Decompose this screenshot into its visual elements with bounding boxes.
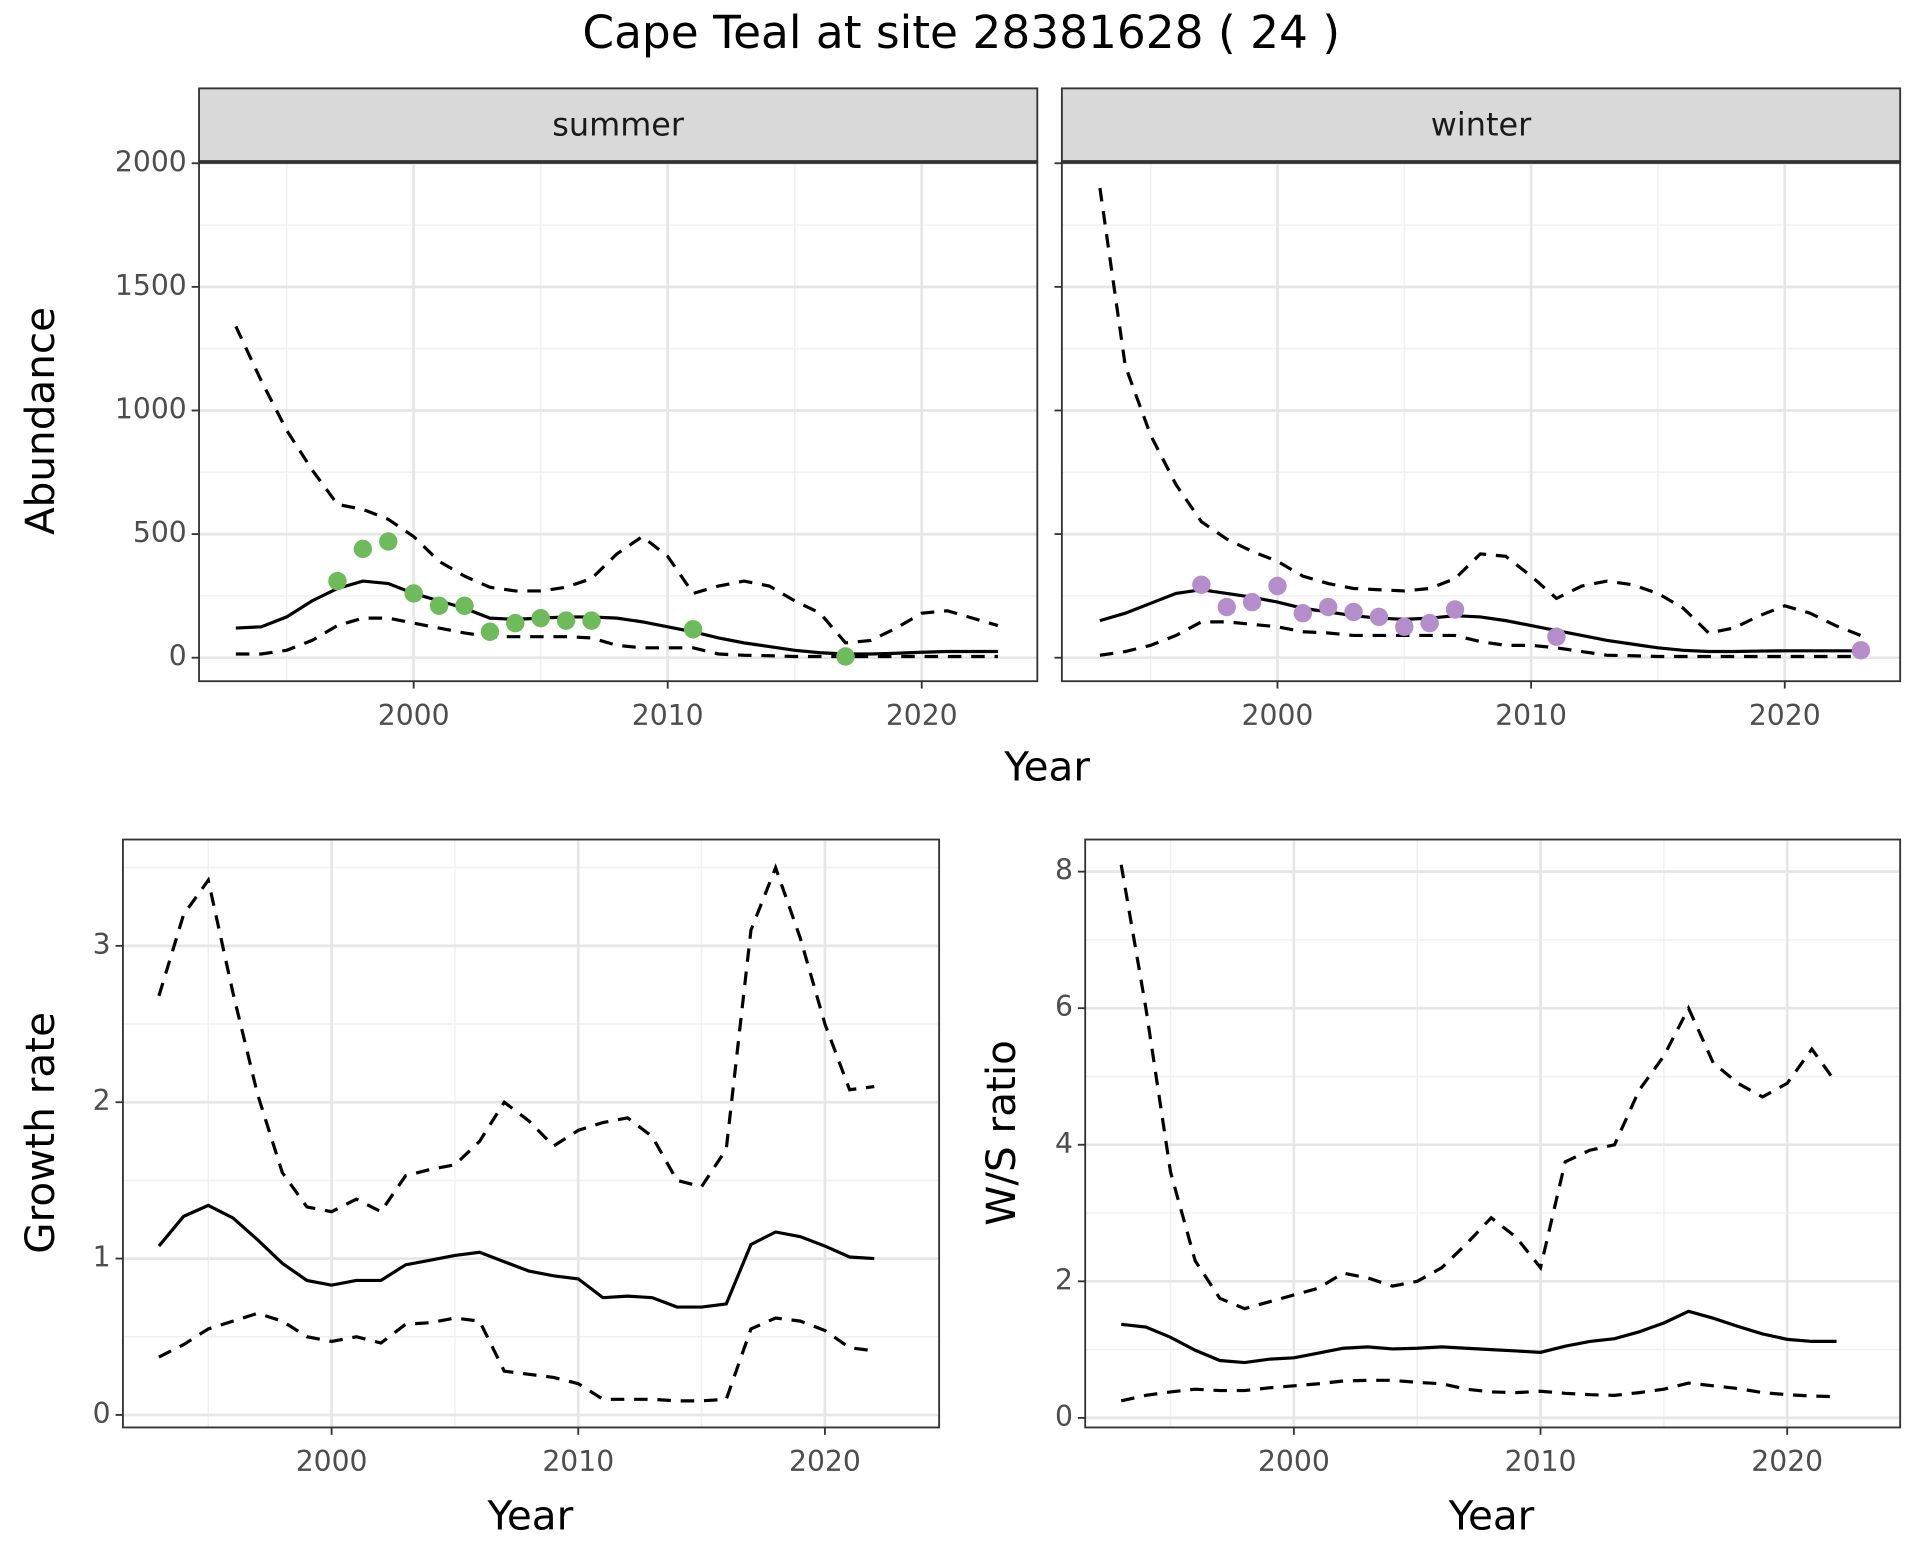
x-tick-label: 2010 (1505, 1445, 1577, 1478)
y-tick-label: 0 (169, 640, 187, 673)
data-point (582, 611, 601, 630)
panel-border (1084, 838, 1902, 1429)
data-point (531, 608, 550, 628)
x-tick-label: 2020 (886, 699, 958, 732)
series-line (235, 579, 998, 656)
series-line (1099, 588, 1861, 654)
strip-label: summer (552, 105, 685, 143)
panel-border (122, 838, 941, 1429)
data-point (1318, 597, 1338, 617)
x-tick-label: 2010 (1495, 699, 1567, 732)
series-line (1121, 1309, 1837, 1365)
data-point (1395, 617, 1414, 637)
strip (198, 87, 1039, 163)
x-axis-title: Year (1003, 743, 1090, 791)
data-point (429, 596, 449, 615)
data-point (1369, 607, 1389, 627)
data-point (556, 611, 576, 630)
y-tick-label: 1500 (115, 269, 187, 302)
figure-title: Cape Teal at site 28381628 ( 24 ) (582, 6, 1340, 59)
data-point (1547, 627, 1566, 646)
x-tick-label: 2010 (542, 1445, 614, 1478)
series-line (1119, 864, 1838, 1311)
data-point (353, 539, 373, 559)
data-point (404, 584, 423, 603)
series-line (157, 1203, 875, 1309)
data-point (1242, 592, 1262, 612)
y-tick-label: 3 (93, 928, 111, 961)
x-tick-label: 2000 (1242, 699, 1314, 732)
panel: 2000 2010 2020 0 1 2 3 Year Growth rate (16, 838, 941, 1539)
data-point (328, 571, 347, 591)
data-point (1192, 575, 1211, 594)
y-tick-label: 2 (93, 1084, 111, 1117)
data-point (506, 613, 525, 633)
y-tick-label: 2 (1055, 1263, 1073, 1296)
y-tick-label: 8 (1055, 854, 1073, 887)
y-tick-label: 4 (1055, 1127, 1073, 1160)
x-tick-label: 2000 (378, 699, 450, 732)
strip (1060, 87, 1902, 163)
x-axis-title: Year (487, 1491, 574, 1539)
y-axis-title: Growth rate (16, 1012, 64, 1254)
panel: 2000 2010 2020 0 500 1000 1500 2000 summer Year Ab… (16, 87, 1090, 791)
x-tick-label: 2020 (1749, 699, 1821, 732)
y-tick-label: 2000 (115, 145, 187, 178)
y-axis-title: Abundance (16, 307, 64, 535)
data-point (1217, 597, 1236, 617)
x-axis-title: Year (1448, 1491, 1535, 1539)
data-point (480, 622, 500, 641)
y-axis-title: W/S ratio (977, 1040, 1025, 1226)
x-tick-label: 2020 (1751, 1445, 1823, 1478)
y-tick-label: 1 (93, 1241, 111, 1274)
data-point (379, 532, 398, 551)
series-line (1098, 187, 1862, 637)
x-tick-label: 2010 (632, 699, 704, 732)
y-tick-label: 0 (1055, 1400, 1073, 1433)
series-line (158, 1311, 875, 1403)
y-tick-label: 0 (93, 1397, 111, 1430)
strip-label: winter (1431, 105, 1532, 143)
series-line (1120, 1378, 1837, 1403)
panel: 2000 2010 2020 winter (1054, 87, 1902, 732)
panel: 2000 2010 2020 0 2 4 6 8 Year W/S ratio (977, 838, 1902, 1539)
x-tick-label: 2000 (296, 1445, 368, 1478)
y-tick-label: 500 (133, 516, 187, 549)
x-tick-label: 2000 (1258, 1445, 1330, 1478)
x-tick-label: 2020 (789, 1445, 861, 1478)
data-point (1445, 600, 1465, 619)
data-point (683, 620, 703, 639)
series-line (234, 325, 999, 645)
data-point (836, 647, 855, 666)
y-tick-label: 1000 (115, 392, 187, 425)
data-point (1344, 602, 1363, 622)
y-tick-label: 6 (1055, 990, 1073, 1023)
data-point (1268, 576, 1287, 596)
series-line (1099, 620, 1861, 659)
data-point (455, 596, 474, 615)
data-point (1851, 641, 1871, 660)
data-point (1420, 613, 1439, 633)
data-point (1293, 604, 1313, 623)
